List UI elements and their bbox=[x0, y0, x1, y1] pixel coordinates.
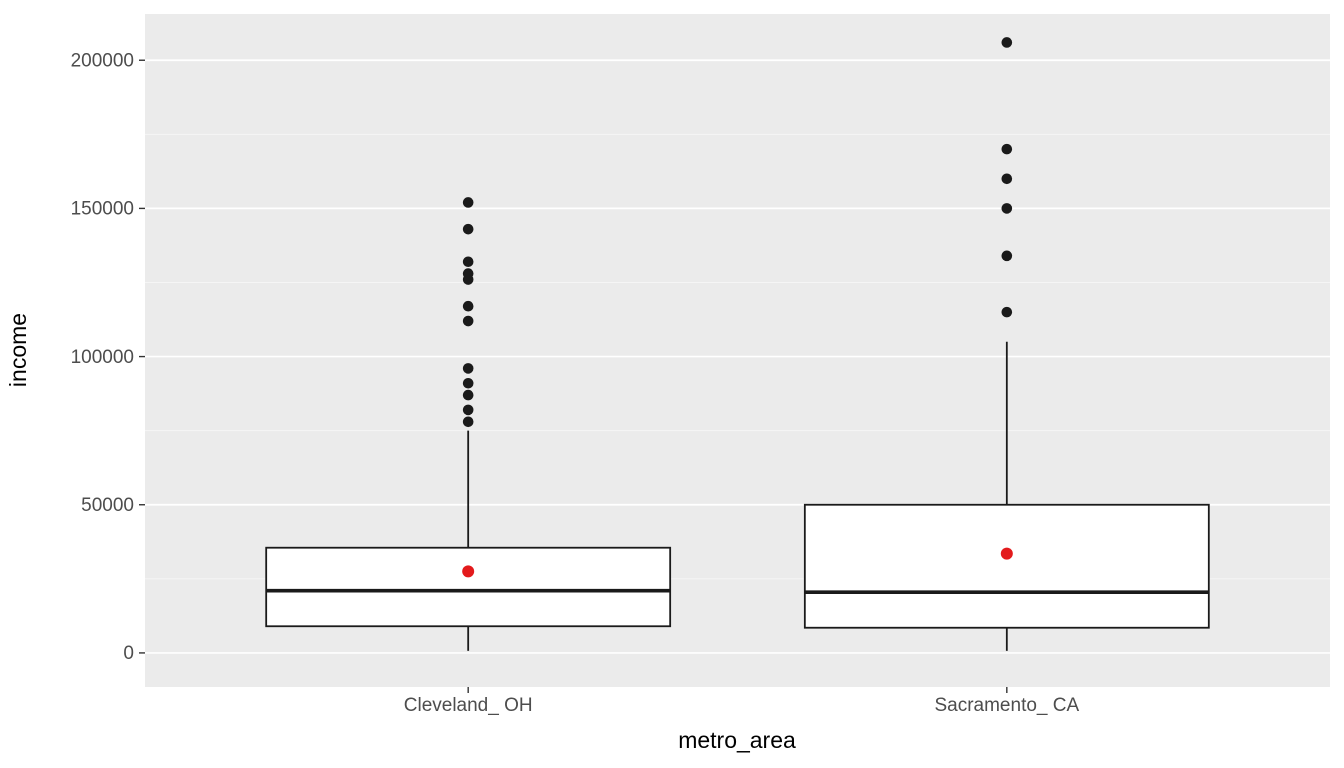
outlier-point bbox=[462, 197, 474, 208]
mean-point bbox=[462, 565, 475, 578]
axes: 0 50000 100000 150000 200000 Cleveland_ OH Sac… bbox=[71, 50, 1080, 716]
outlier-point bbox=[462, 363, 474, 374]
outlier-point bbox=[462, 404, 474, 416]
boxplot-1 bbox=[265, 197, 672, 651]
outlier-point bbox=[462, 315, 474, 327]
boxplot-series bbox=[265, 37, 1210, 651]
y-tick-label: 150000 bbox=[71, 199, 134, 220]
y-tick-label: 100000 bbox=[71, 347, 134, 368]
x-tick-label: Sacramento_ CA bbox=[934, 695, 1079, 716]
iqr-box bbox=[803, 503, 1210, 629]
y-axis-title: income bbox=[5, 313, 31, 387]
y-tick-label: 200000 bbox=[71, 50, 134, 71]
x-tick-label: Cleveland_ OH bbox=[404, 695, 533, 716]
y-tick-label: 0 bbox=[123, 643, 134, 664]
mean-point bbox=[1000, 547, 1013, 560]
x-axis-title: metro_area bbox=[678, 727, 796, 753]
outlier-point bbox=[1001, 173, 1013, 185]
outlier-point bbox=[1001, 203, 1013, 214]
outlier-point bbox=[462, 223, 474, 235]
outlier-point bbox=[462, 256, 474, 268]
outlier-point bbox=[462, 268, 474, 279]
outlier-point bbox=[1001, 250, 1013, 262]
outlier-point bbox=[462, 300, 474, 312]
outlier-point bbox=[1001, 143, 1013, 155]
outlier-point bbox=[462, 377, 474, 389]
boxplot-2 bbox=[803, 37, 1210, 651]
outlier-point bbox=[1001, 306, 1013, 318]
iqr-box bbox=[265, 546, 672, 628]
outlier-point bbox=[462, 416, 474, 428]
outlier-point bbox=[1001, 37, 1013, 48]
y-tick-label: 50000 bbox=[81, 495, 134, 516]
outlier-point bbox=[462, 389, 474, 401]
